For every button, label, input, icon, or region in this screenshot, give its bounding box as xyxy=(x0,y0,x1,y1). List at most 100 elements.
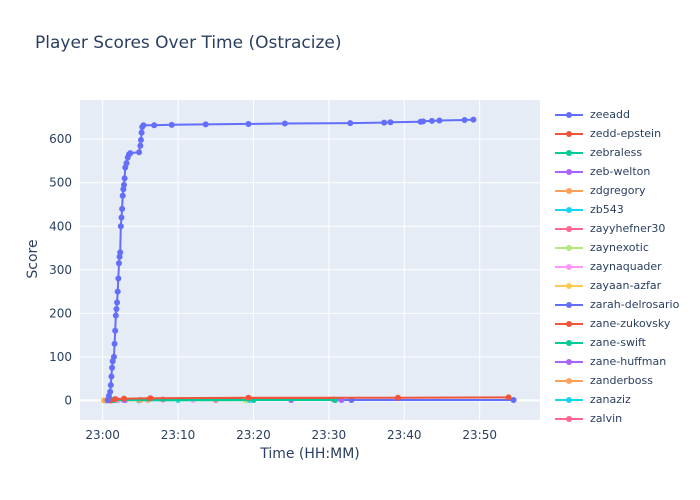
x-tick-label: 23:50 xyxy=(462,428,497,442)
x-tick-label: 23:10 xyxy=(161,428,196,442)
y-tick-label: 300 xyxy=(49,263,72,277)
legend-swatch xyxy=(552,413,586,424)
data-point[interactable] xyxy=(428,117,435,124)
data-point[interactable] xyxy=(112,396,119,403)
legend-label: zayaan-azfar xyxy=(590,279,662,292)
data-point[interactable] xyxy=(381,119,388,126)
data-point[interactable] xyxy=(112,327,119,334)
legend-item[interactable]: zanaziz xyxy=(552,390,631,409)
data-point[interactable] xyxy=(510,396,517,403)
data-point[interactable] xyxy=(245,120,252,127)
data-point[interactable] xyxy=(127,150,134,157)
data-point[interactable] xyxy=(118,214,125,221)
data-point[interactable] xyxy=(120,181,127,188)
legend-swatch xyxy=(552,242,586,254)
data-point[interactable] xyxy=(138,129,145,136)
data-point[interactable] xyxy=(114,299,121,306)
data-point[interactable] xyxy=(110,353,117,360)
data-point[interactable] xyxy=(119,192,126,199)
legend-swatch xyxy=(552,223,586,235)
legend-label: zebraless xyxy=(590,146,643,159)
legend-item[interactable]: zane-swift xyxy=(552,333,646,352)
legend-item[interactable]: zeeadd xyxy=(552,105,630,124)
data-point[interactable] xyxy=(245,394,252,401)
legend-label: zeb-welton xyxy=(590,165,651,178)
data-point[interactable] xyxy=(123,160,130,167)
data-point[interactable] xyxy=(461,117,468,124)
data-point[interactable] xyxy=(109,364,116,371)
legend-swatch xyxy=(552,261,586,273)
data-point[interactable] xyxy=(121,175,128,182)
legend-item[interactable]: zb543 xyxy=(552,200,624,219)
data-point[interactable] xyxy=(117,223,124,230)
data-point[interactable] xyxy=(420,118,427,125)
data-point[interactable] xyxy=(113,305,120,312)
legend-item[interactable]: zane-zukovsky xyxy=(552,314,670,333)
legend-item[interactable]: zanderboss xyxy=(552,371,653,390)
data-point[interactable] xyxy=(137,137,144,144)
legend-label: zeeadd xyxy=(590,108,631,121)
legend-label: zaynexotic xyxy=(590,241,649,254)
y-axis-title: Score xyxy=(25,239,41,279)
data-point[interactable] xyxy=(107,388,114,395)
series-zeeadd[interactable] xyxy=(104,116,477,404)
legend-item[interactable]: zeb-welton xyxy=(552,162,650,181)
data-point[interactable] xyxy=(112,312,119,319)
legend-item[interactable]: zaynaquader xyxy=(552,257,662,276)
legend[interactable]: zeeadd zedd-epstein zebraless zeb-welton zdg… xyxy=(552,105,700,423)
y-tick-label: 500 xyxy=(49,176,72,190)
data-point[interactable] xyxy=(436,117,443,124)
legend-label: zarah-delrosario xyxy=(590,298,680,311)
legend-item[interactable]: zane-huffman xyxy=(552,352,666,371)
data-point[interactable] xyxy=(111,340,118,347)
data-point[interactable] xyxy=(394,394,401,401)
data-point[interactable] xyxy=(114,288,121,295)
data-point[interactable] xyxy=(147,395,154,402)
legend-item[interactable]: zayyhefner30 xyxy=(552,219,665,238)
legend-swatch xyxy=(552,109,586,121)
y-tick-label: 100 xyxy=(49,350,72,364)
y-tick-label: 400 xyxy=(49,219,72,233)
legend-swatch xyxy=(552,318,586,330)
data-point[interactable] xyxy=(115,275,122,282)
legend-item[interactable]: zebraless xyxy=(552,143,642,162)
legend-label: zb543 xyxy=(590,203,624,216)
data-point[interactable] xyxy=(119,205,126,212)
legend-label: zane-huffman xyxy=(590,355,667,368)
data-point[interactable] xyxy=(505,394,512,401)
x-axis-title: Time (HH:MM) xyxy=(260,446,360,462)
legend-item[interactable]: zdgregory xyxy=(552,181,646,200)
legend-label: zayyhefner30 xyxy=(590,222,666,235)
data-point[interactable] xyxy=(281,120,288,127)
data-point[interactable] xyxy=(117,249,124,256)
x-tick-label: 23:40 xyxy=(387,428,422,442)
x-tick-label: 23:00 xyxy=(85,428,120,442)
legend-swatch xyxy=(552,166,586,178)
legend-item[interactable]: zaynexotic xyxy=(552,238,649,257)
legend-label: zaynaquader xyxy=(590,260,662,273)
data-point[interactable] xyxy=(168,121,175,128)
series-zedd-epstein[interactable] xyxy=(107,394,512,404)
legend-item[interactable]: zedd-epstein xyxy=(552,124,661,143)
data-point[interactable] xyxy=(107,382,114,389)
data-point[interactable] xyxy=(151,122,158,129)
data-point[interactable] xyxy=(387,119,394,126)
data-point[interactable] xyxy=(140,122,147,129)
legend-item[interactable]: zalvin xyxy=(552,409,622,423)
plot-background xyxy=(80,100,540,420)
x-tick-label: 23:20 xyxy=(236,428,271,442)
data-point[interactable] xyxy=(137,142,144,149)
data-point[interactable] xyxy=(120,395,127,402)
data-point[interactable] xyxy=(347,120,354,127)
legend-item[interactable]: zayaan-azfar xyxy=(552,276,661,295)
data-point[interactable] xyxy=(108,373,115,380)
y-axis-ticks: 0 100 200 300 400 500 600 xyxy=(49,132,72,407)
series-layer xyxy=(100,116,517,404)
legend-label: zedd-epstein xyxy=(590,127,662,140)
legend-item[interactable]: zarah-delrosario xyxy=(552,295,679,314)
data-point[interactable] xyxy=(202,121,209,128)
data-point[interactable] xyxy=(470,116,477,123)
data-point[interactable] xyxy=(136,149,143,156)
data-point[interactable] xyxy=(115,260,122,267)
